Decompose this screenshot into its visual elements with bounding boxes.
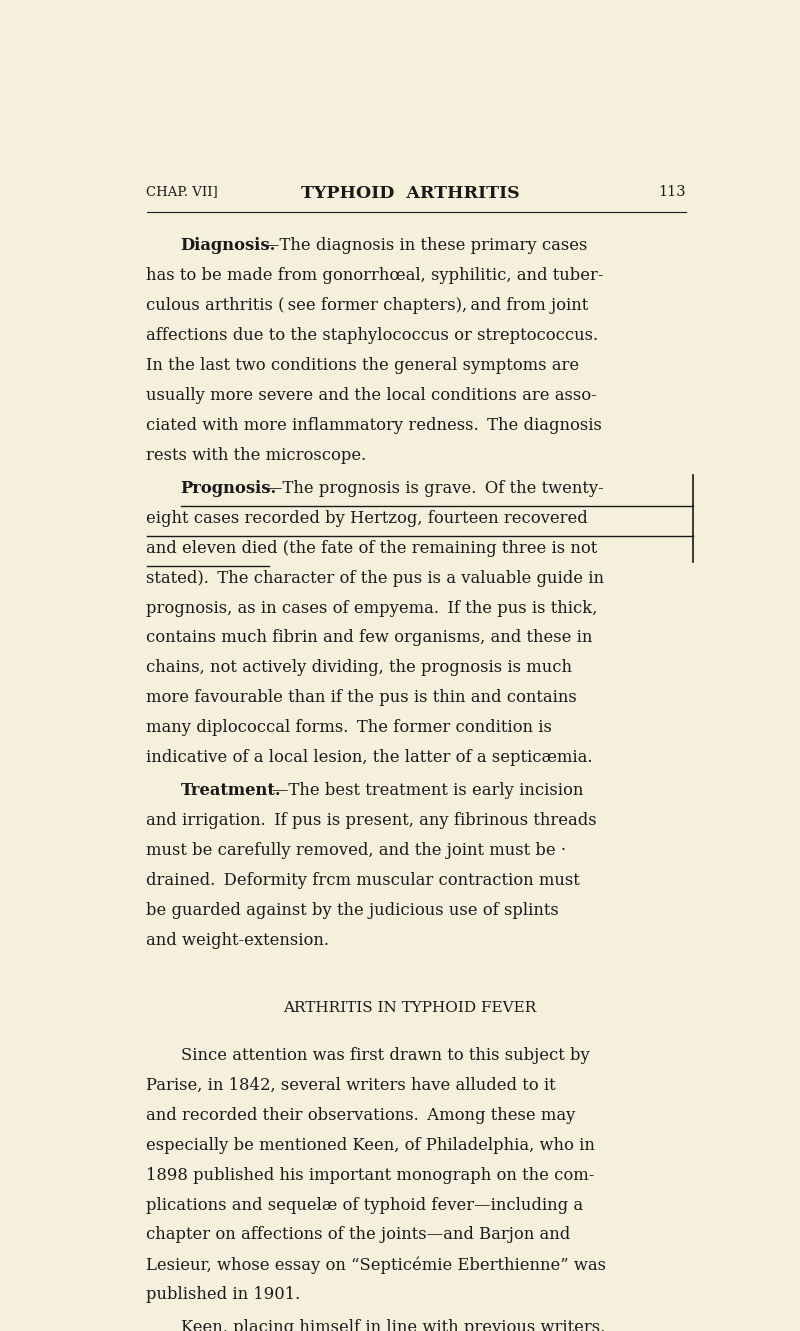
Text: and irrigation.  If pus is present, any fibrinous threads: and irrigation. If pus is present, any f…	[146, 812, 597, 829]
Text: Lesieur, whose essay on “Septicémie Eberthienne” was: Lesieur, whose essay on “Septicémie Eber…	[146, 1256, 606, 1274]
Text: more favourable than if the pus is thin and contains: more favourable than if the pus is thin …	[146, 689, 578, 707]
Text: —The diagnosis in these primary cases: —The diagnosis in these primary cases	[263, 237, 587, 254]
Text: indicative of a local lesion, the latter of a septicæmia.: indicative of a local lesion, the latter…	[146, 749, 593, 767]
Text: many diplococcal forms.  The former condition is: many diplococcal forms. The former condi…	[146, 719, 552, 736]
Text: drained.  Deformity frcm muscular contraction must: drained. Deformity frcm muscular contrac…	[146, 872, 580, 889]
Text: especially be mentioned Keen, of Philadelphia, who in: especially be mentioned Keen, of Philade…	[146, 1137, 595, 1154]
Text: and weight-extension.: and weight-extension.	[146, 932, 330, 949]
Text: affections due to the staphylococcus or streptococcus.: affections due to the staphylococcus or …	[146, 327, 598, 345]
Text: prognosis, as in cases of empyema.  If the pus is thick,: prognosis, as in cases of empyema. If th…	[146, 599, 598, 616]
Text: CHAP. VII]: CHAP. VII]	[146, 185, 218, 198]
Text: be guarded against by the judicious use of splints: be guarded against by the judicious use …	[146, 902, 559, 918]
Text: 113: 113	[658, 185, 686, 200]
Text: TYPHOID  ARTHRITIS: TYPHOID ARTHRITIS	[301, 185, 519, 202]
Text: stated).  The character of the pus is a valuable guide in: stated). The character of the pus is a v…	[146, 570, 605, 587]
Text: chains, not actively dividing, the prognosis is much: chains, not actively dividing, the progn…	[146, 659, 573, 676]
Text: Keen, placing himself in line with previous writers,: Keen, placing himself in line with previ…	[181, 1319, 605, 1331]
Text: published in 1901.: published in 1901.	[146, 1286, 301, 1303]
Text: culous arthritis ( see former chapters), and from joint: culous arthritis ( see former chapters),…	[146, 297, 589, 314]
Text: plications and sequelæ of typhoid fever—including a: plications and sequelæ of typhoid fever—…	[146, 1197, 584, 1214]
Text: and recorded their observations.  Among these may: and recorded their observations. Among t…	[146, 1107, 576, 1123]
Text: —The prognosis is grave.  Of the twenty-: —The prognosis is grave. Of the twenty-	[266, 480, 603, 496]
Text: Diagnosis.: Diagnosis.	[181, 237, 276, 254]
Text: Parise, in 1842, several writers have alluded to it: Parise, in 1842, several writers have al…	[146, 1077, 556, 1094]
Text: and eleven died (the fate of the remaining three is not: and eleven died (the fate of the remaini…	[146, 539, 598, 556]
Text: In the last two conditions the general symptoms are: In the last two conditions the general s…	[146, 357, 580, 374]
Text: Treatment.: Treatment.	[181, 783, 282, 799]
Text: must be carefully removed, and the joint must be ·: must be carefully removed, and the joint…	[146, 843, 566, 858]
Text: has to be made from gonorrhœal, syphilitic, and tuber-: has to be made from gonorrhœal, syphilit…	[146, 268, 604, 285]
Text: rests with the microscope.: rests with the microscope.	[146, 447, 366, 465]
Text: 1898 published his important monograph on the com-: 1898 published his important monograph o…	[146, 1167, 595, 1183]
Text: ARTHRITIS IN TYPHOID FEVER: ARTHRITIS IN TYPHOID FEVER	[283, 1001, 537, 1014]
Text: eight cases recorded by Hertzog, fourteen recovered: eight cases recorded by Hertzog, fourtee…	[146, 510, 588, 527]
Text: —The best treatment is early incision: —The best treatment is early incision	[272, 783, 584, 799]
Text: Since attention was first drawn to this subject by: Since attention was first drawn to this …	[181, 1047, 590, 1063]
Text: contains much fibrin and few organisms, and these in: contains much fibrin and few organisms, …	[146, 630, 593, 647]
Text: Prognosis.: Prognosis.	[181, 480, 277, 496]
Text: usually more severe and the local conditions are asso-: usually more severe and the local condit…	[146, 387, 598, 405]
Text: chapter on affections of the joints—and Barjon and: chapter on affections of the joints—and …	[146, 1226, 570, 1243]
Text: ciated with more inflammatory redness.  The diagnosis: ciated with more inflammatory redness. T…	[146, 417, 602, 434]
